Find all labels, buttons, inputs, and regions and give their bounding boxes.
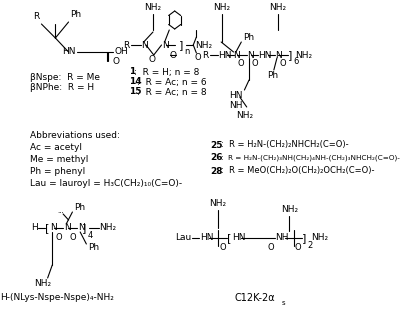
Text: N: N <box>50 224 57 232</box>
Text: NH₂: NH₂ <box>296 51 313 60</box>
Text: :  R = H₂N-(CH₂)₂NHCH₂(C=O)-: : R = H₂N-(CH₂)₂NHCH₂(C=O)- <box>221 141 349 150</box>
Text: Ph: Ph <box>74 203 85 213</box>
Text: Me = methyl: Me = methyl <box>30 156 88 165</box>
Text: 28: 28 <box>210 167 223 175</box>
Text: ]: ] <box>178 40 183 50</box>
Text: O: O <box>170 51 177 60</box>
Text: Ph = phenyl: Ph = phenyl <box>30 168 85 176</box>
Text: s: s <box>282 300 285 306</box>
Text: 2: 2 <box>307 241 312 249</box>
Text: HN: HN <box>232 233 246 243</box>
Text: NH₂: NH₂ <box>195 40 212 50</box>
Text: O: O <box>268 244 274 253</box>
Text: N: N <box>64 224 71 232</box>
Text: Ph: Ph <box>243 34 254 42</box>
Text: Abbreviations used:: Abbreviations used: <box>30 130 120 140</box>
Text: βNPhe:  R = H: βNPhe: R = H <box>30 83 94 93</box>
Text: 15: 15 <box>129 87 142 96</box>
Text: OH: OH <box>114 48 128 56</box>
Text: NH: NH <box>229 100 243 110</box>
Text: N: N <box>275 51 282 60</box>
Text: NH₂: NH₂ <box>269 4 286 12</box>
Text: O: O <box>220 244 226 253</box>
Text: Lau = lauroyl = H₃C(CH₂)₁₀(C=O)-: Lau = lauroyl = H₃C(CH₂)₁₀(C=O)- <box>30 180 182 188</box>
Text: NH₂: NH₂ <box>311 233 328 243</box>
Text: Ph: Ph <box>267 70 278 80</box>
Text: ]: ] <box>288 50 292 60</box>
Text: HN: HN <box>200 233 214 243</box>
Text: O: O <box>149 54 156 64</box>
Text: :  R = Ac; n = 6: : R = Ac; n = 6 <box>137 78 206 86</box>
Text: NH₂: NH₂ <box>236 111 253 120</box>
Text: O: O <box>69 233 76 243</box>
Text: O: O <box>280 58 286 67</box>
Text: R: R <box>33 12 39 21</box>
Text: HN: HN <box>218 51 232 60</box>
Text: 1: 1 <box>129 67 135 77</box>
Text: NH: NH <box>275 233 289 243</box>
Text: Lau: Lau <box>175 233 191 243</box>
Text: NH₂: NH₂ <box>210 199 227 208</box>
Text: O: O <box>55 233 62 243</box>
Text: 14: 14 <box>129 78 142 86</box>
Text: HN: HN <box>258 51 272 60</box>
Text: Ph: Ph <box>70 10 81 19</box>
Text: N: N <box>234 51 240 60</box>
Text: N: N <box>162 40 169 50</box>
Text: 6: 6 <box>293 57 298 67</box>
Text: HN: HN <box>62 48 75 56</box>
Text: NH₂: NH₂ <box>213 4 230 12</box>
Text: 26: 26 <box>210 154 223 162</box>
Text: H: H <box>31 224 38 232</box>
Text: Ac = acetyl: Ac = acetyl <box>30 143 82 153</box>
Text: C12K-2α: C12K-2α <box>234 293 275 303</box>
Text: NH₂: NH₂ <box>281 205 298 215</box>
Text: N: N <box>141 40 148 50</box>
Text: NH₂: NH₂ <box>100 224 117 232</box>
Text: βNspe:  R = Me: βNspe: R = Me <box>30 73 100 82</box>
Text: O: O <box>195 52 202 62</box>
Text: O: O <box>294 244 301 253</box>
Text: n: n <box>184 48 189 56</box>
Text: ...: ... <box>58 208 64 214</box>
Text: :  R = H; n = 8: : R = H; n = 8 <box>134 67 200 77</box>
Text: 4: 4 <box>87 230 92 240</box>
Text: :  R = MeO(CH₂)₂O(CH₂)₂OCH₂(C=O)-: : R = MeO(CH₂)₂O(CH₂)₂OCH₂(C=O)- <box>221 167 375 175</box>
Text: H-(NLys-Nspe-Nspe)₄-NH₂: H-(NLys-Nspe-Nspe)₄-NH₂ <box>0 293 114 303</box>
Text: R: R <box>202 51 208 60</box>
Text: NH₂: NH₂ <box>144 4 162 12</box>
Text: 25: 25 <box>210 141 223 150</box>
Text: :  R = H₂N-(CH₂)₃NH(CH₂)₄NH-(CH₂)₃NHCH₂(C=O)-: : R = H₂N-(CH₂)₃NH(CH₂)₄NH-(CH₂)₃NHCH₂(C… <box>221 155 400 161</box>
Text: [: [ <box>45 223 50 233</box>
Text: O: O <box>238 58 245 67</box>
Text: NH₂: NH₂ <box>34 279 52 289</box>
Text: [: [ <box>227 233 232 243</box>
Text: R: R <box>123 40 129 50</box>
Text: O: O <box>251 58 258 67</box>
Text: HN: HN <box>229 91 243 99</box>
Text: N: N <box>248 51 254 60</box>
Text: Ph: Ph <box>88 244 99 253</box>
Text: ]: ] <box>302 233 306 243</box>
Text: O: O <box>113 56 120 66</box>
Text: :  R = Ac; n = 8: : R = Ac; n = 8 <box>137 87 206 96</box>
Text: N: N <box>78 224 84 232</box>
Text: ]: ] <box>82 223 86 233</box>
